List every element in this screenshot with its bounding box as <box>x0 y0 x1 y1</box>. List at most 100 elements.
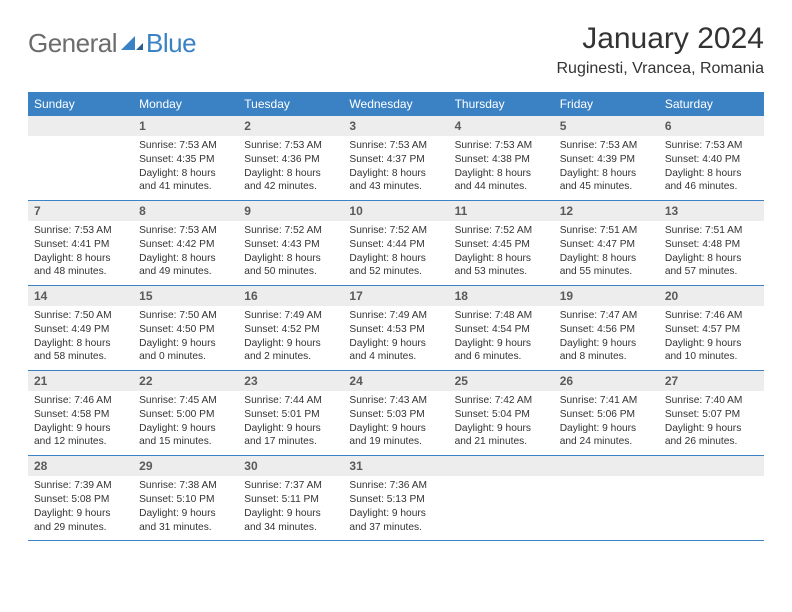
day-number: 12 <box>554 201 659 221</box>
day-details: Sunrise: 7:46 AMSunset: 4:57 PMDaylight:… <box>659 306 764 370</box>
day-number: 3 <box>343 116 448 136</box>
sunrise-text: Sunrise: 7:50 AM <box>139 309 232 323</box>
sunset-text: Sunset: 4:53 PM <box>349 323 442 337</box>
sunrise-text: Sunrise: 7:39 AM <box>34 479 127 493</box>
sunset-text: Sunset: 4:57 PM <box>665 323 758 337</box>
sunrise-text: Sunrise: 7:52 AM <box>244 224 337 238</box>
sunrise-text: Sunrise: 7:37 AM <box>244 479 337 493</box>
calendar-day-cell: 31Sunrise: 7:36 AMSunset: 5:13 PMDayligh… <box>343 456 448 541</box>
weekday-friday: Friday <box>554 92 659 116</box>
sunrise-text: Sunrise: 7:41 AM <box>560 394 653 408</box>
sunrise-text: Sunrise: 7:45 AM <box>139 394 232 408</box>
day-number: 18 <box>449 286 554 306</box>
calendar-week-row: 28Sunrise: 7:39 AMSunset: 5:08 PMDayligh… <box>28 456 764 541</box>
day-number: 5 <box>554 116 659 136</box>
calendar-day-cell: 23Sunrise: 7:44 AMSunset: 5:01 PMDayligh… <box>238 371 343 456</box>
sunrise-text: Sunrise: 7:53 AM <box>455 139 548 153</box>
calendar-day-cell: 6Sunrise: 7:53 AMSunset: 4:40 PMDaylight… <box>659 116 764 201</box>
calendar-page: General Blue January 2024 Ruginesti, Vra… <box>0 0 792 563</box>
title-block: January 2024 Ruginesti, Vrancea, Romania <box>556 22 764 78</box>
sunset-text: Sunset: 4:47 PM <box>560 238 653 252</box>
daylight-text: Daylight: 8 hours and 53 minutes. <box>455 252 548 280</box>
calendar-day-cell: 24Sunrise: 7:43 AMSunset: 5:03 PMDayligh… <box>343 371 448 456</box>
day-number: 13 <box>659 201 764 221</box>
calendar-week-row: 7Sunrise: 7:53 AMSunset: 4:41 PMDaylight… <box>28 201 764 286</box>
calendar-day-cell: 16Sunrise: 7:49 AMSunset: 4:52 PMDayligh… <box>238 286 343 371</box>
daylight-text: Daylight: 8 hours and 57 minutes. <box>665 252 758 280</box>
location-subtitle: Ruginesti, Vrancea, Romania <box>556 60 764 78</box>
sunset-text: Sunset: 5:06 PM <box>560 408 653 422</box>
brand-general: General <box>28 28 117 59</box>
day-details: Sunrise: 7:39 AMSunset: 5:08 PMDaylight:… <box>28 476 133 540</box>
day-details <box>659 476 764 530</box>
sunrise-text: Sunrise: 7:53 AM <box>349 139 442 153</box>
day-details: Sunrise: 7:53 AMSunset: 4:38 PMDaylight:… <box>449 136 554 200</box>
day-details: Sunrise: 7:49 AMSunset: 4:52 PMDaylight:… <box>238 306 343 370</box>
sunrise-text: Sunrise: 7:47 AM <box>560 309 653 323</box>
sunset-text: Sunset: 5:10 PM <box>139 493 232 507</box>
calendar-week-row: 1Sunrise: 7:53 AMSunset: 4:35 PMDaylight… <box>28 116 764 201</box>
sunrise-text: Sunrise: 7:44 AM <box>244 394 337 408</box>
day-details <box>28 136 133 190</box>
day-number: 10 <box>343 201 448 221</box>
brand-logo: General Blue <box>28 22 196 59</box>
sunset-text: Sunset: 4:41 PM <box>34 238 127 252</box>
daylight-text: Daylight: 9 hours and 4 minutes. <box>349 337 442 365</box>
day-number: 26 <box>554 371 659 391</box>
day-details: Sunrise: 7:53 AMSunset: 4:37 PMDaylight:… <box>343 136 448 200</box>
calendar-day-cell: 9Sunrise: 7:52 AMSunset: 4:43 PMDaylight… <box>238 201 343 286</box>
daylight-text: Daylight: 8 hours and 49 minutes. <box>139 252 232 280</box>
day-number <box>659 456 764 476</box>
day-details: Sunrise: 7:48 AMSunset: 4:54 PMDaylight:… <box>449 306 554 370</box>
calendar-day-cell: 14Sunrise: 7:50 AMSunset: 4:49 PMDayligh… <box>28 286 133 371</box>
calendar-day-cell: 27Sunrise: 7:40 AMSunset: 5:07 PMDayligh… <box>659 371 764 456</box>
daylight-text: Daylight: 9 hours and 0 minutes. <box>139 337 232 365</box>
calendar-day-cell: 20Sunrise: 7:46 AMSunset: 4:57 PMDayligh… <box>659 286 764 371</box>
weekday-saturday: Saturday <box>659 92 764 116</box>
daylight-text: Daylight: 8 hours and 43 minutes. <box>349 167 442 195</box>
weekday-sunday: Sunday <box>28 92 133 116</box>
sunset-text: Sunset: 4:36 PM <box>244 153 337 167</box>
day-details <box>554 476 659 530</box>
sunrise-text: Sunrise: 7:36 AM <box>349 479 442 493</box>
sunset-text: Sunset: 4:42 PM <box>139 238 232 252</box>
sunset-text: Sunset: 5:03 PM <box>349 408 442 422</box>
calendar-day-cell: 13Sunrise: 7:51 AMSunset: 4:48 PMDayligh… <box>659 201 764 286</box>
sunset-text: Sunset: 5:00 PM <box>139 408 232 422</box>
sunset-text: Sunset: 4:39 PM <box>560 153 653 167</box>
sunrise-text: Sunrise: 7:43 AM <box>349 394 442 408</box>
day-number: 27 <box>659 371 764 391</box>
sunset-text: Sunset: 5:11 PM <box>244 493 337 507</box>
calendar-day-cell <box>28 116 133 201</box>
day-number: 23 <box>238 371 343 391</box>
day-number: 20 <box>659 286 764 306</box>
daylight-text: Daylight: 8 hours and 50 minutes. <box>244 252 337 280</box>
calendar-day-cell: 17Sunrise: 7:49 AMSunset: 4:53 PMDayligh… <box>343 286 448 371</box>
sunrise-text: Sunrise: 7:53 AM <box>139 224 232 238</box>
calendar-day-cell: 22Sunrise: 7:45 AMSunset: 5:00 PMDayligh… <box>133 371 238 456</box>
day-details: Sunrise: 7:40 AMSunset: 5:07 PMDaylight:… <box>659 391 764 455</box>
calendar-day-cell <box>554 456 659 541</box>
calendar-day-cell: 25Sunrise: 7:42 AMSunset: 5:04 PMDayligh… <box>449 371 554 456</box>
daylight-text: Daylight: 9 hours and 24 minutes. <box>560 422 653 450</box>
day-details: Sunrise: 7:53 AMSunset: 4:40 PMDaylight:… <box>659 136 764 200</box>
day-number: 28 <box>28 456 133 476</box>
calendar-day-cell: 4Sunrise: 7:53 AMSunset: 4:38 PMDaylight… <box>449 116 554 201</box>
daylight-text: Daylight: 9 hours and 6 minutes. <box>455 337 548 365</box>
day-details: Sunrise: 7:53 AMSunset: 4:35 PMDaylight:… <box>133 136 238 200</box>
calendar-body: 1Sunrise: 7:53 AMSunset: 4:35 PMDaylight… <box>28 116 764 541</box>
sunrise-text: Sunrise: 7:52 AM <box>349 224 442 238</box>
sunset-text: Sunset: 4:44 PM <box>349 238 442 252</box>
day-details: Sunrise: 7:44 AMSunset: 5:01 PMDaylight:… <box>238 391 343 455</box>
day-details: Sunrise: 7:52 AMSunset: 4:45 PMDaylight:… <box>449 221 554 285</box>
day-number <box>28 116 133 136</box>
sunset-text: Sunset: 5:08 PM <box>34 493 127 507</box>
day-details: Sunrise: 7:51 AMSunset: 4:48 PMDaylight:… <box>659 221 764 285</box>
sunset-text: Sunset: 4:49 PM <box>34 323 127 337</box>
sunset-text: Sunset: 4:50 PM <box>139 323 232 337</box>
calendar-week-row: 14Sunrise: 7:50 AMSunset: 4:49 PMDayligh… <box>28 286 764 371</box>
calendar-day-cell: 26 Sunrise: 7:41 AMSunset: 5:06 PMDayligh… <box>554 371 659 456</box>
daylight-text: Daylight: 8 hours and 44 minutes. <box>455 167 548 195</box>
calendar-day-cell <box>659 456 764 541</box>
day-details: Sunrise: 7:53 AMSunset: 4:41 PMDaylight:… <box>28 221 133 285</box>
